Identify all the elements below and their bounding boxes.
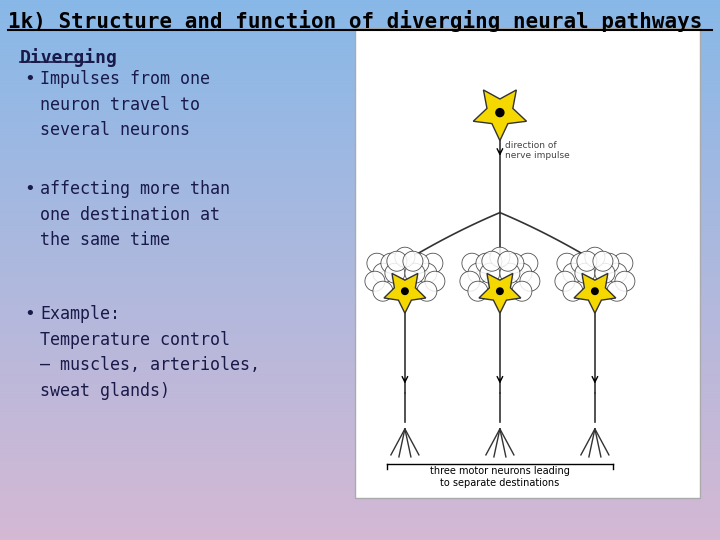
Circle shape [373, 281, 393, 301]
Circle shape [490, 247, 510, 267]
Circle shape [518, 253, 538, 273]
Circle shape [403, 251, 423, 271]
Text: three motor neurons leading
to separate destinations: three motor neurons leading to separate … [430, 466, 570, 488]
Polygon shape [574, 273, 616, 313]
Circle shape [563, 281, 583, 301]
Polygon shape [473, 90, 526, 140]
Text: affecting more than
one destination at
the same time: affecting more than one destination at t… [40, 180, 230, 249]
Circle shape [496, 109, 504, 117]
Circle shape [593, 251, 613, 271]
Text: •: • [24, 305, 35, 323]
Circle shape [405, 263, 425, 283]
Circle shape [460, 271, 480, 291]
Circle shape [476, 253, 496, 273]
Circle shape [599, 253, 619, 273]
Circle shape [615, 271, 635, 291]
Circle shape [367, 253, 387, 273]
Circle shape [468, 263, 488, 283]
Circle shape [571, 253, 591, 273]
Circle shape [402, 288, 408, 294]
Text: Example:
Temperature control
– muscles, arterioles,
sweat glands): Example: Temperature control – muscles, … [40, 305, 260, 400]
Polygon shape [384, 273, 426, 313]
Circle shape [425, 271, 445, 291]
Text: direction of
nerve impulse: direction of nerve impulse [505, 141, 570, 160]
Circle shape [504, 253, 524, 273]
Circle shape [417, 281, 437, 301]
Circle shape [575, 263, 595, 283]
Circle shape [373, 263, 393, 283]
Circle shape [482, 251, 502, 271]
Text: •: • [24, 70, 35, 88]
Circle shape [557, 253, 577, 273]
Circle shape [381, 253, 401, 273]
Circle shape [512, 263, 532, 283]
Circle shape [365, 271, 385, 291]
Circle shape [395, 247, 415, 267]
Circle shape [577, 251, 597, 271]
Circle shape [387, 251, 407, 271]
Circle shape [385, 263, 405, 283]
Circle shape [607, 263, 627, 283]
Circle shape [500, 263, 520, 283]
Text: 1k) Structure and function of diverging neural pathways: 1k) Structure and function of diverging … [8, 10, 703, 32]
Text: Impulses from one
neuron travel to
several neurons: Impulses from one neuron travel to sever… [40, 70, 210, 139]
Bar [355, 28, 700, 498]
Circle shape [409, 253, 429, 273]
Circle shape [520, 271, 540, 291]
Circle shape [462, 253, 482, 273]
Circle shape [595, 263, 615, 283]
Circle shape [423, 253, 443, 273]
Circle shape [498, 251, 518, 271]
Circle shape [563, 263, 583, 283]
Circle shape [555, 271, 575, 291]
Text: Diverging: Diverging [20, 48, 118, 67]
Circle shape [497, 288, 503, 294]
Circle shape [468, 281, 488, 301]
Circle shape [613, 253, 633, 273]
Polygon shape [479, 273, 521, 313]
Circle shape [512, 281, 532, 301]
Circle shape [607, 281, 627, 301]
Text: •: • [24, 180, 35, 198]
Circle shape [417, 263, 437, 283]
Circle shape [592, 288, 598, 294]
Circle shape [480, 263, 500, 283]
Circle shape [585, 247, 605, 267]
